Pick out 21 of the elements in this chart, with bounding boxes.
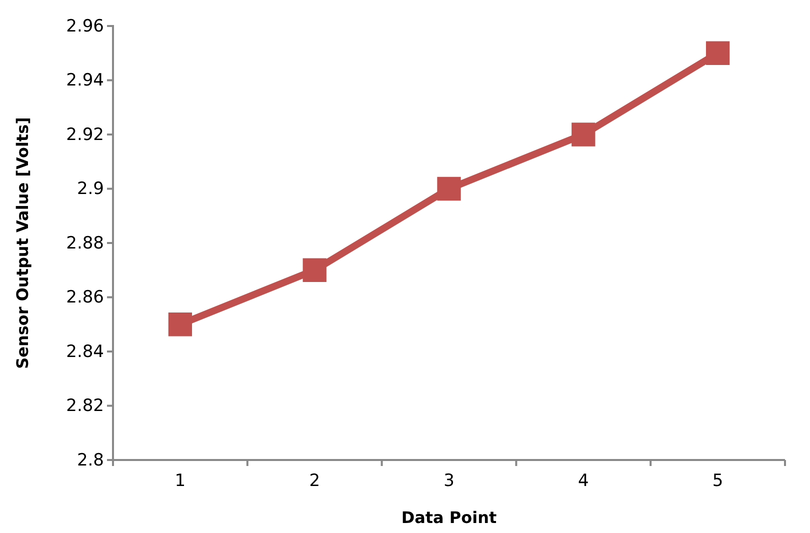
x-tick-label: 2 — [309, 471, 320, 492]
x-tick-label: 4 — [578, 471, 589, 492]
point — [572, 122, 596, 146]
y-tick-label: 2.96 — [66, 16, 104, 36]
y-tick-label: 2.8 — [76, 450, 104, 470]
point — [706, 41, 730, 65]
y-tick-label: 2.92 — [66, 124, 104, 145]
y-tick-label: 2.86 — [66, 288, 104, 308]
y-tick-label: 2.84 — [66, 342, 104, 362]
x-tick-label: 1 — [174, 471, 186, 492]
y-tick-label: 2.9 — [76, 179, 104, 200]
point — [168, 312, 192, 336]
y-tick-label: 2.88 — [66, 233, 104, 254]
x-tick-label: 3 — [444, 471, 454, 492]
point — [437, 176, 461, 201]
x-tick-label: 5 — [712, 471, 724, 492]
y-axis-title: Sensor Output Value [Volts] — [13, 117, 32, 369]
y-tick-label: 2.94 — [66, 70, 104, 91]
x-axis-title: Data Point — [401, 508, 498, 527]
y-tick-label: 2.82 — [66, 396, 104, 416]
point — [302, 258, 326, 282]
